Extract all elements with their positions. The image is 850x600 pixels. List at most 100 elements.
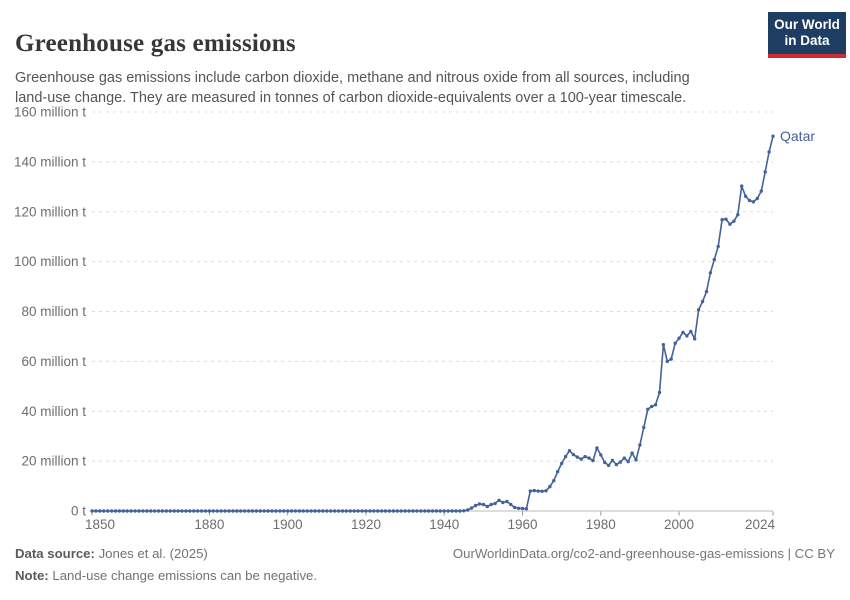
data-point[interactable] (466, 508, 470, 512)
data-point[interactable] (653, 403, 658, 407)
data-point[interactable] (117, 509, 122, 513)
data-point[interactable] (426, 509, 431, 513)
data-point[interactable] (360, 509, 364, 513)
data-point[interactable] (681, 330, 685, 335)
data-point[interactable] (740, 184, 744, 188)
data-point[interactable] (172, 509, 176, 513)
data-source-value[interactable]: Jones et al. (2025) (98, 546, 208, 561)
data-point[interactable] (235, 509, 239, 513)
data-point[interactable] (528, 489, 532, 493)
data-point[interactable] (301, 509, 305, 513)
data-point[interactable] (462, 509, 466, 513)
data-point[interactable] (258, 509, 262, 513)
data-point[interactable] (219, 509, 223, 513)
data-point[interactable] (184, 509, 188, 513)
data-point[interactable] (532, 488, 536, 493)
data-point[interactable] (423, 509, 427, 513)
data-point[interactable] (665, 359, 669, 364)
data-point[interactable] (657, 390, 662, 395)
data-point[interactable] (736, 213, 740, 217)
data-point[interactable] (469, 506, 474, 510)
data-point[interactable] (622, 456, 626, 460)
data-point[interactable] (133, 509, 137, 513)
data-point[interactable] (591, 458, 595, 463)
data-point[interactable] (415, 509, 419, 513)
data-point[interactable] (231, 509, 235, 513)
data-point[interactable] (180, 509, 184, 513)
data-point[interactable] (356, 509, 360, 513)
citation-link[interactable]: OurWorldinData.org/co2-and-greenhouse-ga… (452, 546, 835, 561)
data-point[interactable] (603, 460, 607, 465)
data-point[interactable] (246, 509, 251, 513)
data-point[interactable] (399, 509, 403, 513)
data-point[interactable] (458, 509, 462, 513)
data-point[interactable] (203, 509, 208, 513)
data-point[interactable] (732, 219, 736, 223)
data-point[interactable] (618, 460, 623, 464)
data-point[interactable] (595, 446, 599, 450)
data-point[interactable] (650, 404, 654, 409)
data-point[interactable] (438, 509, 442, 513)
data-point[interactable] (587, 456, 591, 460)
data-point[interactable] (763, 170, 767, 174)
data-point[interactable] (387, 509, 392, 513)
data-point[interactable] (321, 509, 325, 513)
data-point[interactable] (685, 334, 689, 338)
data-point[interactable] (704, 289, 709, 294)
data-point[interactable] (286, 509, 290, 513)
data-point[interactable] (313, 509, 317, 513)
data-point[interactable] (188, 509, 192, 513)
data-point[interactable] (196, 509, 200, 513)
data-point[interactable] (352, 509, 356, 513)
data-point[interactable] (293, 509, 298, 513)
owid-logo[interactable]: Our World in Data (768, 12, 846, 58)
data-point[interactable] (254, 509, 259, 513)
data-point[interactable] (250, 509, 255, 513)
data-point[interactable] (333, 509, 337, 513)
data-point[interactable] (309, 509, 313, 513)
data-point[interactable] (329, 509, 333, 513)
data-point[interactable] (125, 509, 129, 513)
data-point[interactable] (724, 217, 728, 221)
data-point[interactable] (149, 509, 153, 513)
data-point[interactable] (129, 509, 133, 513)
data-point[interactable] (282, 509, 286, 513)
data-point[interactable] (606, 463, 611, 468)
data-point[interactable] (755, 196, 759, 201)
data-point[interactable] (481, 502, 486, 507)
data-point[interactable] (340, 509, 345, 513)
data-point[interactable] (113, 509, 118, 513)
data-point[interactable] (638, 443, 642, 447)
data-point[interactable] (630, 451, 634, 455)
data-point[interactable] (556, 469, 560, 474)
data-point[interactable] (720, 218, 724, 222)
data-point[interactable] (383, 509, 388, 513)
data-point[interactable] (391, 509, 396, 513)
data-point[interactable] (579, 457, 583, 461)
data-point[interactable] (411, 509, 415, 513)
data-point[interactable] (379, 509, 384, 513)
data-point[interactable] (575, 455, 579, 459)
data-point[interactable] (677, 336, 681, 340)
data-point[interactable] (544, 489, 548, 493)
data-point[interactable] (278, 509, 282, 513)
data-point[interactable] (642, 425, 646, 430)
data-point[interactable] (700, 299, 705, 304)
data-point[interactable] (485, 504, 489, 509)
data-point[interactable] (121, 509, 126, 513)
data-point[interactable] (450, 509, 454, 513)
data-point[interactable] (160, 509, 165, 513)
data-point[interactable] (473, 503, 478, 508)
data-point[interactable] (454, 509, 458, 513)
data-point[interactable] (419, 509, 423, 513)
data-point[interactable] (364, 509, 368, 513)
data-point[interactable] (716, 244, 720, 249)
data-point[interactable] (560, 461, 564, 466)
data-point[interactable] (571, 452, 576, 457)
data-point[interactable] (493, 501, 497, 506)
data-point[interactable] (430, 509, 435, 513)
data-point[interactable] (747, 198, 752, 203)
data-point[interactable] (520, 506, 525, 511)
data-point[interactable] (567, 449, 572, 453)
